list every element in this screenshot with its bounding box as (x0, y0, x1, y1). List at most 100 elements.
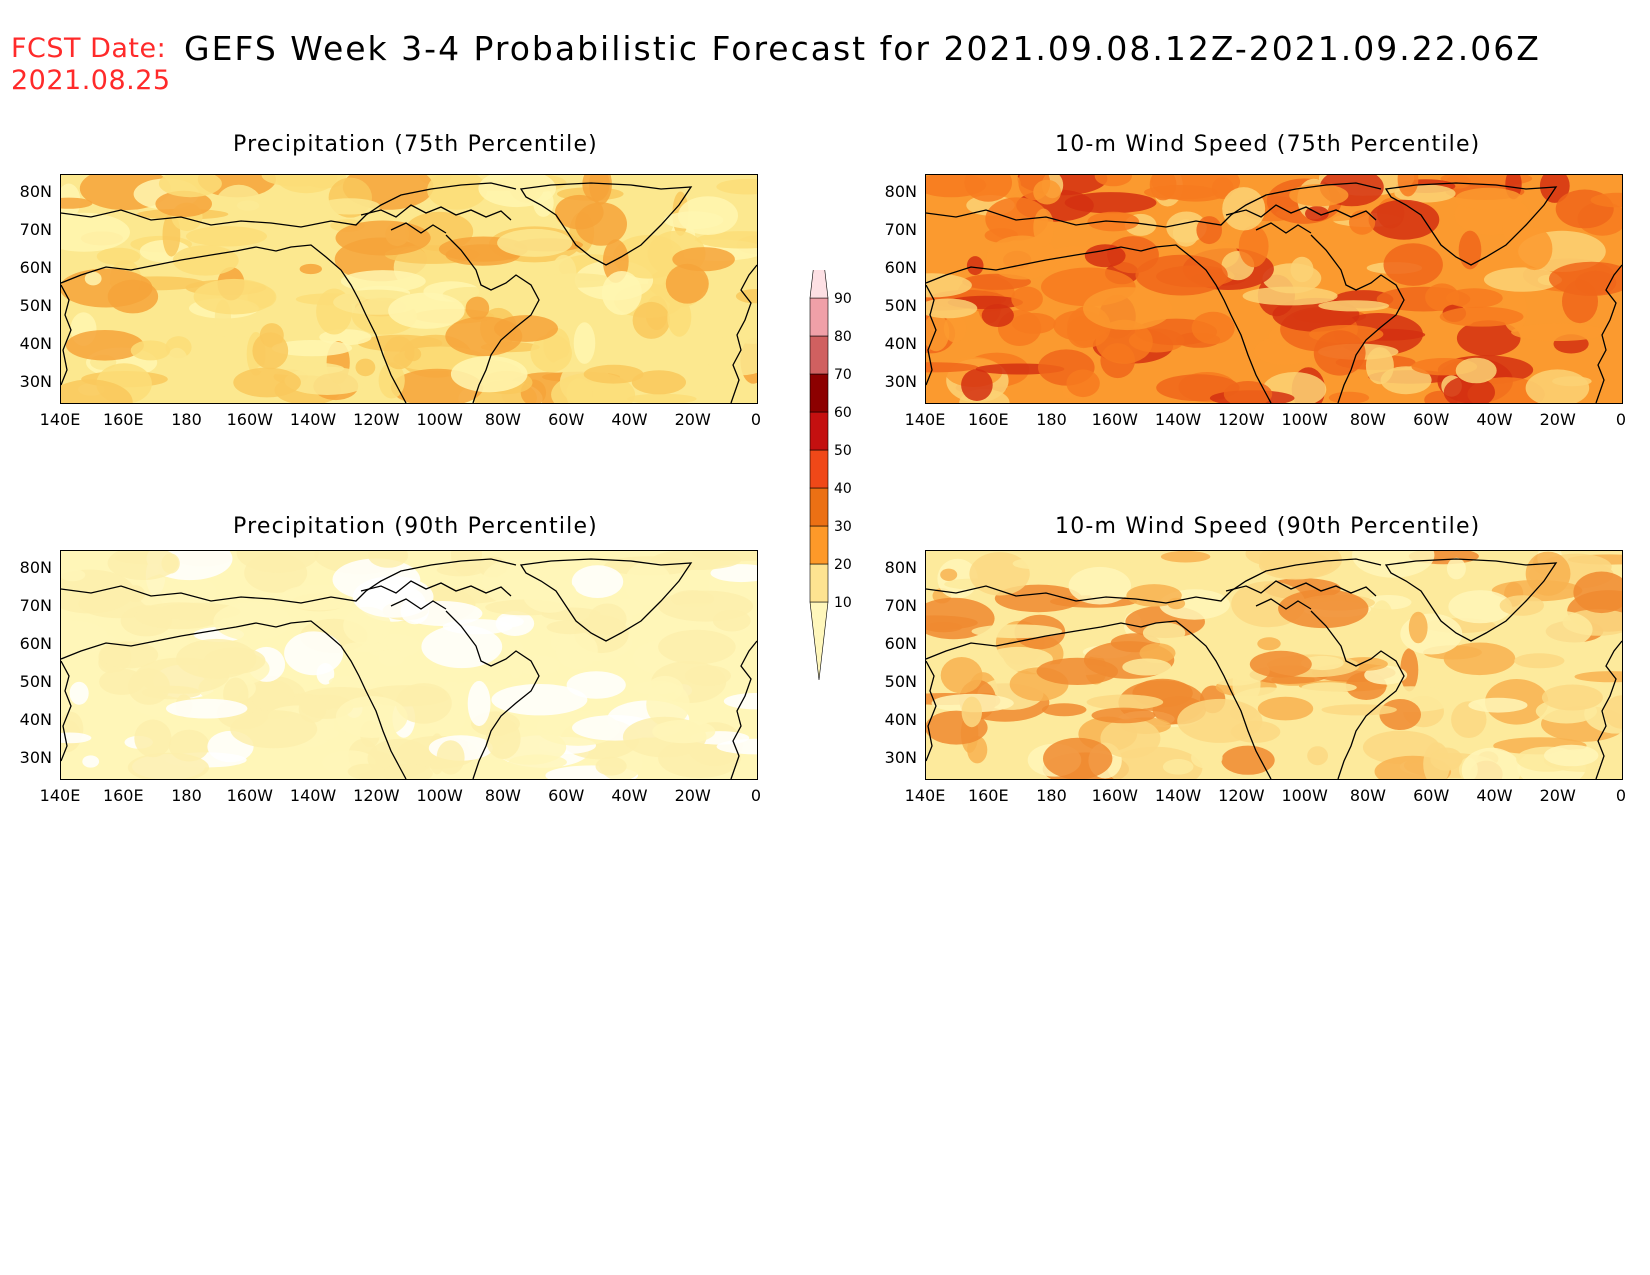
probability-contour (158, 175, 222, 198)
lon-tick-label: 120W (353, 410, 400, 429)
probability-contour (100, 641, 159, 669)
probability-contour (421, 625, 503, 669)
coastline (445, 234, 540, 403)
lat-tick-label: 40N (884, 334, 917, 353)
probability-contour (566, 671, 626, 699)
probability-contour (84, 271, 102, 286)
probability-contour (652, 719, 716, 744)
probability-contour (665, 263, 709, 304)
probability-contour (436, 740, 465, 775)
probability-contour (967, 736, 988, 764)
coastline (1595, 640, 1622, 779)
probability-contour (1222, 187, 1266, 231)
probability-contour (555, 631, 598, 670)
probability-contour (1455, 187, 1523, 210)
probability-contour (710, 564, 757, 583)
probability-contour (1086, 694, 1164, 710)
probability-contour (1087, 551, 1156, 564)
lon-tick-label: 80W (484, 786, 521, 805)
probability-contour (127, 752, 209, 779)
probability-contour (1066, 369, 1100, 398)
probability-contour (1064, 192, 1157, 214)
probability-contour (155, 190, 212, 217)
probability-contour (984, 646, 1053, 672)
lon-tick-label: 140E (904, 786, 946, 805)
coastline (1310, 610, 1405, 779)
probability-contour (1041, 703, 1087, 717)
probability-contour (252, 332, 289, 370)
fcst-date-label: FCST Date: (11, 33, 167, 64)
probability-contour (1516, 227, 1553, 271)
lon-tick-label: 20W (1539, 410, 1576, 429)
probability-contour (61, 197, 93, 209)
lon-tick-label: 160W (226, 786, 273, 805)
lon-tick-label: 100W (416, 786, 463, 805)
probability-contour (342, 641, 388, 653)
probability-contour (601, 271, 642, 315)
coastline (1255, 222, 1312, 234)
lon-tick-label: 120W (353, 786, 400, 805)
lat-tick-label: 70N (19, 596, 52, 615)
probability-contour (964, 175, 1012, 202)
lon-tick-label: 0 (750, 410, 762, 429)
probability-contour (612, 235, 685, 279)
lon-tick-label: 140E (39, 786, 81, 805)
probability-contour (491, 684, 588, 716)
lon-tick-label: 0 (1615, 786, 1627, 805)
probability-contour (1458, 230, 1482, 270)
lat-tick-label: 80N (19, 558, 52, 577)
lon-tick-label: 40W (1476, 786, 1513, 805)
lon-tick-label: 40W (611, 410, 648, 429)
probability-contour (134, 719, 172, 758)
lon-tick-label: 180 (1036, 410, 1067, 429)
probability-contour (961, 369, 993, 401)
probability-contour (516, 655, 561, 676)
probability-contour (382, 763, 433, 779)
probability-contour (1095, 319, 1153, 364)
lon-tick-label: 160W (1091, 410, 1138, 429)
lon-tick-label: 20W (1539, 786, 1576, 805)
probability-contour (388, 292, 465, 329)
lon-tick-label: 60W (1413, 786, 1450, 805)
probability-contour (1290, 256, 1314, 283)
lon-tick-label: 120W (1218, 410, 1265, 429)
coastline (61, 620, 407, 779)
lon-tick-label: 160E (967, 786, 1009, 805)
probability-contour (340, 270, 426, 293)
coastline (926, 620, 1272, 779)
probability-contour (436, 563, 485, 577)
lon-tick-label: 180 (171, 410, 202, 429)
probability-contour (297, 203, 327, 219)
probability-contour (335, 220, 431, 256)
lat-tick-label: 80N (884, 558, 917, 577)
probability-contour (1514, 653, 1565, 669)
probability-contour (1408, 611, 1428, 644)
probability-contour (1456, 320, 1521, 357)
probability-contour (1468, 697, 1528, 713)
colorbar-level-label: 40 (834, 481, 852, 497)
colorbar-segment (809, 411, 829, 451)
probability-contour (299, 263, 322, 275)
probability-contour (1122, 658, 1172, 676)
probability-contour (271, 340, 353, 357)
probability-contour (672, 247, 735, 272)
probability-contour (352, 576, 434, 618)
coastline (926, 558, 1382, 604)
colorbar-level-label: 50 (834, 443, 852, 459)
probability-contour (65, 330, 144, 361)
probability-contour (1011, 286, 1043, 312)
probability-contour (166, 698, 248, 719)
coastline (926, 182, 1382, 228)
probability-contour (250, 679, 295, 712)
probability-contour (214, 184, 263, 228)
probability-contour (1100, 718, 1161, 759)
probability-contour (61, 379, 133, 403)
probability-contour (667, 297, 692, 337)
probability-contour (450, 356, 528, 393)
lat-tick-label: 60N (19, 634, 52, 653)
probability-contour (383, 336, 415, 370)
probability-contour (1368, 199, 1440, 240)
lon-tick-label: 140W (289, 786, 337, 805)
probability-contour (378, 649, 405, 667)
probability-contour (1142, 622, 1186, 644)
